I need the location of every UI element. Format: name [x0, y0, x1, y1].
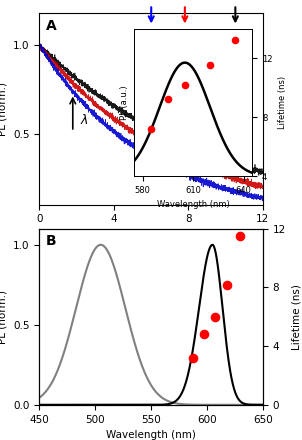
Point — [182, 81, 187, 88]
X-axis label: Wavelength (nm): Wavelength (nm) — [106, 430, 196, 440]
Text: λ: λ — [81, 114, 88, 127]
Point — [208, 62, 213, 69]
Point — [212, 313, 217, 320]
Point — [201, 331, 206, 338]
Y-axis label: Lifetime (ns): Lifetime (ns) — [291, 284, 301, 350]
Point — [165, 96, 170, 103]
Point — [238, 233, 243, 240]
Y-axis label: PL (norm.): PL (norm.) — [0, 290, 8, 344]
Y-axis label: Lifetime (ns): Lifetime (ns) — [278, 76, 287, 129]
Y-axis label: PL (norm.): PL (norm.) — [0, 82, 8, 136]
Point — [225, 281, 230, 288]
Point — [191, 354, 196, 361]
Y-axis label: PL (a.u.): PL (a.u.) — [120, 85, 129, 120]
Text: B: B — [46, 234, 56, 248]
Point — [149, 125, 154, 132]
Point — [233, 37, 238, 44]
X-axis label: Wavelength (nm): Wavelength (nm) — [157, 200, 230, 209]
X-axis label: Time (ns): Time (ns) — [127, 230, 175, 240]
Text: A: A — [46, 19, 57, 33]
